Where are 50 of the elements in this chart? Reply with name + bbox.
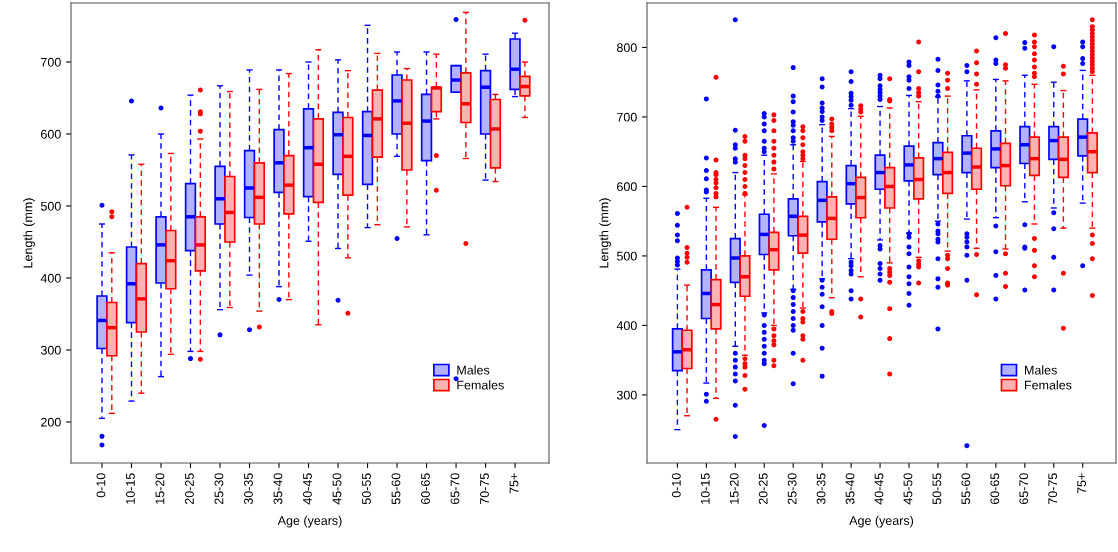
x-tick-label: 50-55 bbox=[362, 473, 371, 505]
x-tick-label: 40-45 bbox=[303, 473, 312, 505]
x-tick-label: 70-75 bbox=[480, 473, 489, 505]
x-tick-label: 45-50 bbox=[332, 473, 342, 505]
y-axis-title: Length (mm) bbox=[599, 198, 611, 268]
y-tick-label: 400 bbox=[40, 273, 61, 283]
legend-label: Males bbox=[1025, 365, 1057, 375]
x-tick-label: 70-75 bbox=[1048, 473, 1058, 505]
x-tick-label: 15-20 bbox=[155, 473, 165, 504]
y-tick-label: 700 bbox=[41, 57, 61, 67]
y-tick-label: 500 bbox=[40, 201, 61, 211]
x-tick-label: 25-30 bbox=[787, 473, 797, 505]
x-tick-label: 35-40 bbox=[845, 473, 855, 505]
x-tick-label: 75+ bbox=[509, 473, 519, 494]
x-tick-label: 40-45 bbox=[874, 473, 884, 505]
legend-label: Females bbox=[1025, 380, 1072, 390]
x-tick-label: 60-65 bbox=[421, 473, 430, 505]
y-tick-label: 200 bbox=[41, 417, 61, 427]
y-tick-label: 600 bbox=[617, 182, 637, 192]
x-tick-label: 10-15 bbox=[700, 473, 710, 504]
y-tick-label: 300 bbox=[616, 390, 637, 400]
x-tick-label: 65-70 bbox=[1019, 473, 1029, 505]
legend-label: Males bbox=[457, 365, 490, 375]
y-axis-title: Length (mm) bbox=[23, 198, 35, 268]
y-tick-label: 300 bbox=[40, 345, 61, 355]
x-tick-label: 45-50 bbox=[903, 473, 913, 505]
x-tick-label: 30-35 bbox=[244, 473, 253, 505]
x-tick-label: 0-10 bbox=[96, 473, 106, 498]
x-tick-label: 0-10 bbox=[671, 473, 681, 498]
x-tick-label: 20-25 bbox=[758, 473, 768, 505]
x-tick-label: 50-55 bbox=[932, 473, 942, 505]
x-tick-label: 25-30 bbox=[214, 473, 224, 505]
legend-label: Females bbox=[457, 380, 504, 390]
y-tick-label: 500 bbox=[616, 251, 637, 261]
x-tick-label: 55-60 bbox=[391, 473, 401, 505]
y-tick-label: 700 bbox=[617, 112, 637, 122]
x-tick-label: 65-70 bbox=[450, 473, 460, 505]
y-tick-label: 600 bbox=[41, 129, 61, 139]
x-tick-label: 20-25 bbox=[185, 473, 194, 505]
y-tick-label: 800 bbox=[616, 43, 637, 53]
x-axis-title: Age (years) bbox=[849, 515, 914, 528]
x-tick-label: 30-35 bbox=[816, 473, 826, 505]
x-tick-label: 75+ bbox=[1077, 473, 1087, 494]
y-tick-label: 400 bbox=[616, 321, 637, 331]
x-tick-label: 55-60 bbox=[961, 473, 971, 505]
x-tick-label: 15-20 bbox=[729, 473, 739, 504]
x-tick-label: 10-15 bbox=[125, 473, 135, 504]
x-tick-label: 35-40 bbox=[273, 473, 283, 505]
x-tick-label: 60-65 bbox=[990, 473, 1000, 505]
x-axis-title: Age (years) bbox=[277, 515, 342, 528]
